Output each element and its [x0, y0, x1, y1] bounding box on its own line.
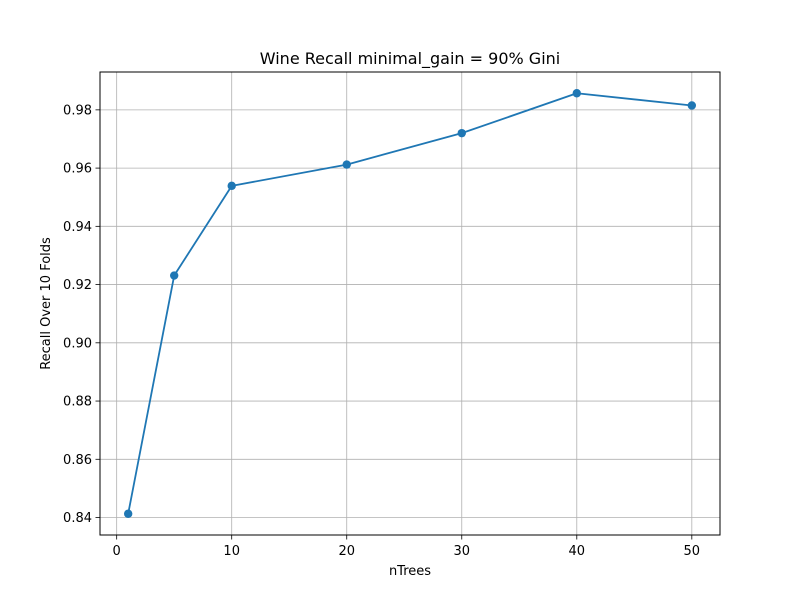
data-point — [687, 101, 697, 110]
y-tick-label: 0.86 — [63, 453, 92, 468]
data-point — [123, 509, 133, 518]
chart-title: Wine Recall minimal_gain = 90% Gini — [260, 49, 560, 69]
x-tick-label: 50 — [684, 544, 701, 559]
y-tick-label: 0.84 — [63, 511, 92, 526]
y-axis-label: Recall Over 10 Folds — [39, 237, 54, 370]
data-point — [457, 128, 466, 138]
plot-frame — [99, 71, 721, 536]
y-tick-label: 0.88 — [63, 395, 92, 410]
x-axis-label: nTrees — [389, 564, 431, 579]
x-tick-label: 20 — [338, 544, 355, 559]
x-tick-label: 40 — [569, 544, 586, 559]
series-layer — [123, 89, 697, 518]
data-point — [572, 89, 581, 98]
y-tick-label: 0.92 — [63, 278, 92, 293]
y-tick-label: 0.94 — [63, 220, 92, 235]
data-point — [169, 271, 179, 280]
x-tick-label: 10 — [223, 544, 240, 559]
y-axis: 0.84 0.86 0.88 0.90 0.92 0.94 0.96 0.98 — [63, 103, 100, 526]
x-tick-label: 0 — [113, 544, 121, 559]
grid — [100, 72, 720, 535]
series-line — [127, 92, 692, 514]
data-point — [342, 160, 351, 169]
y-tick-label: 0.90 — [63, 336, 92, 351]
x-axis: 0 10 20 30 40 50 — [113, 535, 701, 559]
x-tick-label: 30 — [453, 544, 470, 559]
y-tick-label: 0.96 — [63, 162, 92, 177]
data-point — [227, 181, 236, 191]
y-tick-label: 0.98 — [63, 103, 92, 118]
